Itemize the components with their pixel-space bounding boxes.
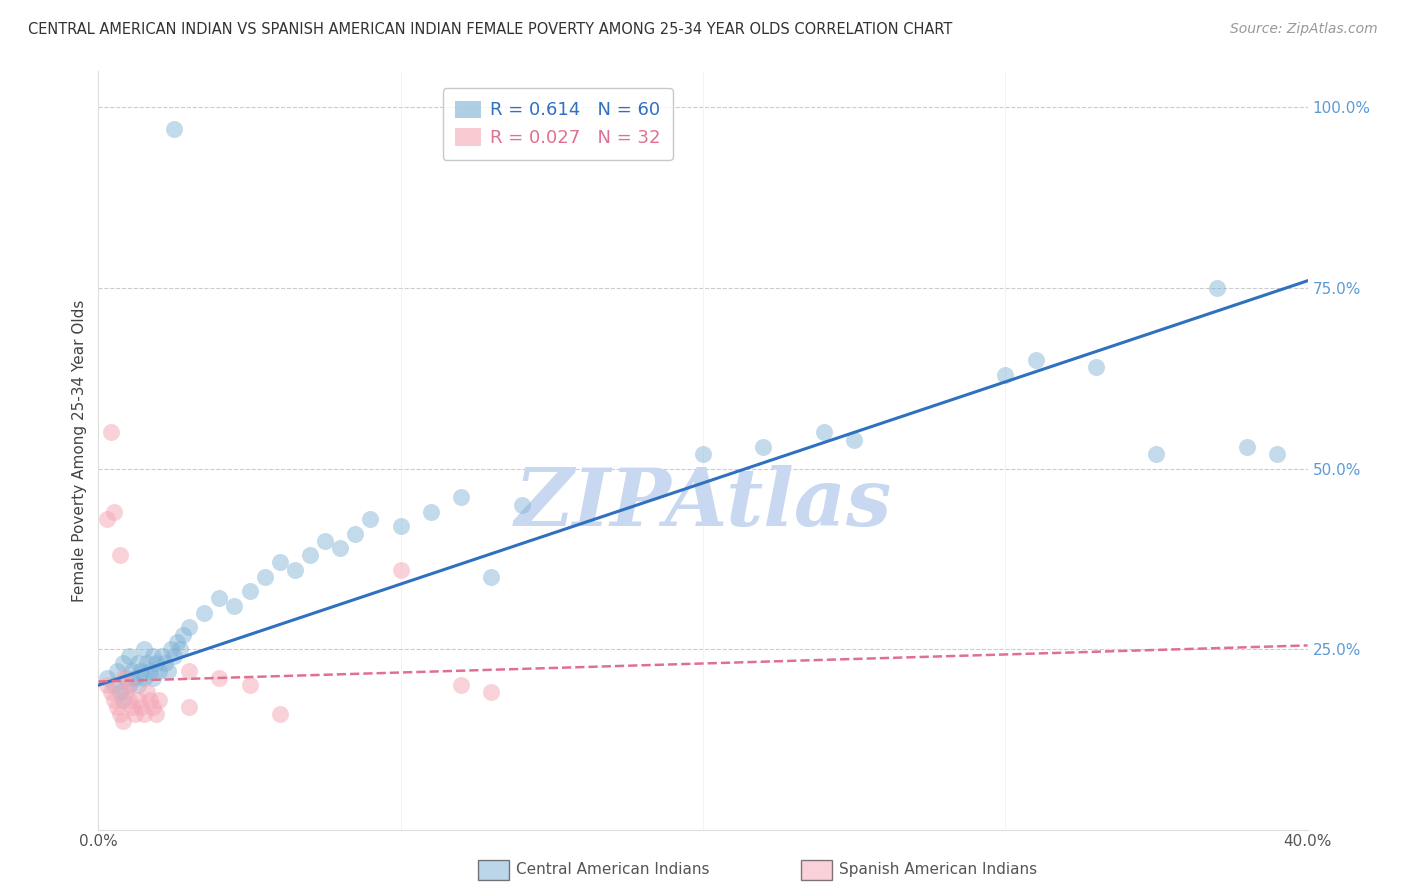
Point — [132, 671, 155, 685]
Point — [314, 533, 336, 548]
Point — [142, 649, 165, 664]
Point — [224, 599, 246, 613]
Point — [299, 548, 322, 562]
Point — [269, 706, 291, 721]
Point — [1236, 440, 1258, 454]
Text: Source: ZipAtlas.com: Source: ZipAtlas.com — [1230, 22, 1378, 37]
Point — [153, 657, 176, 671]
Point — [360, 512, 382, 526]
Point — [813, 425, 835, 440]
Point — [100, 685, 122, 699]
Point — [100, 425, 122, 440]
Point — [129, 699, 152, 714]
Point — [193, 606, 215, 620]
Point — [127, 692, 149, 706]
Point — [132, 706, 155, 721]
Point — [284, 563, 307, 577]
Point — [172, 627, 194, 641]
Point — [692, 447, 714, 461]
Point — [150, 649, 173, 664]
Point — [105, 664, 128, 678]
Point — [752, 440, 775, 454]
Point — [344, 526, 367, 541]
Point — [169, 642, 191, 657]
Point — [96, 678, 118, 692]
Point — [163, 122, 186, 136]
Point — [121, 664, 143, 678]
Point — [129, 664, 152, 678]
Point — [124, 706, 146, 721]
Point — [145, 706, 167, 721]
Point — [96, 671, 118, 685]
Point — [111, 692, 134, 706]
Point — [844, 433, 866, 447]
Point — [450, 678, 472, 692]
Point — [389, 563, 412, 577]
Point — [1024, 353, 1046, 368]
Point — [139, 692, 162, 706]
Point — [253, 570, 276, 584]
Point — [208, 671, 231, 685]
Point — [510, 498, 533, 512]
Point — [166, 635, 188, 649]
Point — [208, 591, 231, 606]
Point — [156, 664, 179, 678]
Point — [148, 664, 170, 678]
Point — [1144, 447, 1167, 461]
Point — [111, 657, 134, 671]
Text: ZIPAtlas: ZIPAtlas — [515, 465, 891, 542]
Point — [127, 657, 149, 671]
Text: Spanish American Indians: Spanish American Indians — [839, 863, 1038, 877]
Point — [124, 671, 146, 685]
Point — [139, 664, 162, 678]
Point — [179, 664, 201, 678]
Point — [389, 519, 412, 533]
Point — [132, 642, 155, 657]
Text: Central American Indians: Central American Indians — [516, 863, 710, 877]
Point — [118, 692, 141, 706]
Point — [103, 678, 125, 692]
Text: CENTRAL AMERICAN INDIAN VS SPANISH AMERICAN INDIAN FEMALE POVERTY AMONG 25-34 YE: CENTRAL AMERICAN INDIAN VS SPANISH AMERI… — [28, 22, 952, 37]
Point — [420, 505, 443, 519]
Legend: R = 0.614   N = 60, R = 0.027   N = 32: R = 0.614 N = 60, R = 0.027 N = 32 — [443, 88, 673, 160]
Point — [118, 678, 141, 692]
Point — [121, 699, 143, 714]
Point — [103, 692, 125, 706]
Point — [96, 512, 118, 526]
Point — [1085, 360, 1108, 375]
Point — [481, 685, 503, 699]
Point — [481, 570, 503, 584]
Point — [148, 692, 170, 706]
Point — [118, 649, 141, 664]
Point — [103, 505, 125, 519]
Point — [108, 685, 131, 699]
Point — [1267, 447, 1289, 461]
Point — [135, 685, 157, 699]
Point — [142, 671, 165, 685]
Point — [163, 649, 186, 664]
Point — [1206, 281, 1229, 295]
Point — [179, 620, 201, 634]
Point — [127, 678, 149, 692]
Y-axis label: Female Poverty Among 25-34 Year Olds: Female Poverty Among 25-34 Year Olds — [72, 300, 87, 601]
Point — [179, 699, 201, 714]
Point — [994, 368, 1017, 382]
Point — [111, 671, 134, 685]
Point — [269, 555, 291, 569]
Point — [111, 714, 134, 729]
Point — [114, 671, 136, 685]
Point — [114, 685, 136, 699]
Point — [145, 657, 167, 671]
Point — [329, 541, 352, 555]
Point — [142, 699, 165, 714]
Point — [450, 491, 472, 505]
Point — [135, 657, 157, 671]
Point — [108, 706, 131, 721]
Point — [105, 699, 128, 714]
Point — [239, 584, 262, 599]
Point — [239, 678, 262, 692]
Point — [118, 678, 141, 692]
Point — [108, 548, 131, 562]
Point — [160, 642, 183, 657]
